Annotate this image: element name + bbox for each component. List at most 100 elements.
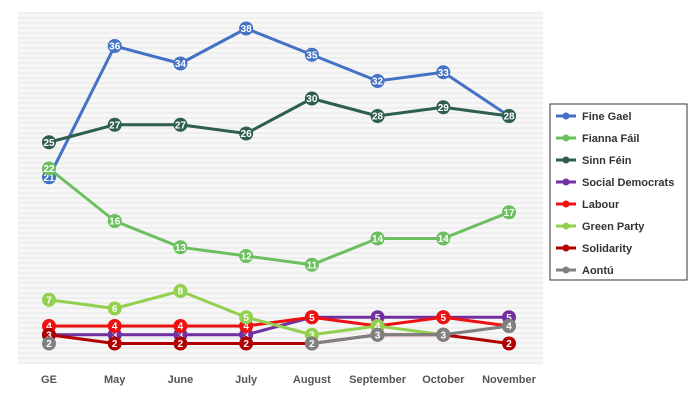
- data-point: [304, 336, 319, 351]
- data-label: 5: [441, 313, 447, 324]
- data-label: 4: [178, 322, 184, 333]
- data-label: 6: [112, 304, 118, 315]
- data-point: [436, 327, 451, 342]
- data-point: [502, 319, 516, 333]
- data-label: 2: [309, 339, 315, 350]
- data-point: [436, 65, 451, 80]
- series-line: [49, 315, 510, 328]
- data-label: 3: [243, 330, 249, 341]
- data-point: [173, 56, 188, 71]
- series-1: 22 16 13 12 11 14 14 17: [42, 161, 516, 272]
- data-label: 4: [46, 322, 52, 333]
- data-point: [436, 100, 451, 115]
- data-label: 25: [43, 138, 55, 149]
- x-tick-label: June: [168, 374, 194, 386]
- data-point: [107, 336, 122, 351]
- data-point: [239, 21, 254, 36]
- gridlines: [18, 12, 543, 364]
- x-tick-label: May: [104, 374, 126, 386]
- data-label: 13: [175, 243, 187, 254]
- data-label: 2: [243, 339, 249, 350]
- data-label: 4: [506, 322, 512, 333]
- data-point: [239, 249, 254, 263]
- data-point: [502, 205, 516, 220]
- data-label: 35: [306, 50, 318, 61]
- data-label: 36: [109, 42, 121, 53]
- series-2: 25 27 27 26 30 28 29 28: [42, 91, 516, 150]
- legend-swatch-marker: [562, 156, 570, 164]
- data-point: [173, 336, 188, 351]
- data-point: [436, 310, 451, 325]
- data-label: 7: [46, 295, 52, 306]
- data-point: [370, 231, 385, 246]
- data-label: 2: [178, 339, 184, 350]
- legend-label: Social Democrats: [582, 177, 674, 189]
- legend-box: [549, 103, 688, 281]
- legend-swatch-marker: [562, 266, 570, 274]
- data-label: 32: [372, 77, 384, 88]
- data-label: 21: [43, 173, 55, 184]
- data-point: [370, 74, 385, 88]
- legend-swatch-marker: [562, 222, 570, 230]
- data-label: 4: [375, 322, 381, 333]
- legend-label: Solidarity: [582, 243, 633, 255]
- legend-label: Green Party: [582, 221, 645, 233]
- data-label: 16: [109, 217, 121, 228]
- x-tick-label: July: [235, 374, 258, 386]
- data-label: 29: [438, 103, 450, 114]
- data-label: 26: [241, 129, 253, 140]
- data-label: 28: [372, 112, 384, 123]
- data-label: 34: [175, 59, 187, 70]
- data-label: 3: [309, 330, 315, 341]
- data-label: 5: [506, 313, 512, 324]
- data-point: [370, 109, 385, 123]
- data-point: [107, 301, 122, 316]
- data-label: 12: [241, 252, 253, 263]
- data-point: [107, 214, 122, 228]
- data-point: [107, 39, 122, 53]
- series-7: 2 23 34: [42, 319, 516, 351]
- series-line: [48, 167, 510, 267]
- legend-label: Fine Gael: [582, 111, 632, 123]
- legend-label: Fianna Fáil: [582, 133, 639, 145]
- data-point: [239, 336, 254, 351]
- data-label: 17: [503, 208, 515, 219]
- legend-swatch-marker: [562, 178, 570, 186]
- data-label: 3: [441, 330, 447, 341]
- data-label: 8: [178, 287, 184, 298]
- data-point: [107, 319, 122, 333]
- data-label: 3: [375, 330, 381, 341]
- series-line: [47, 27, 510, 178]
- data-label: 5: [375, 313, 381, 324]
- data-point: [42, 292, 56, 307]
- legend-label: Sinn Féin: [582, 155, 632, 167]
- series-line: [48, 97, 510, 144]
- data-point: [502, 109, 516, 123]
- data-point: [304, 91, 319, 106]
- data-label: 3: [112, 330, 118, 341]
- data-label: 11: [307, 260, 318, 271]
- data-point: [42, 336, 56, 351]
- x-tick-label: October: [422, 374, 465, 386]
- legend-item: Labour: [556, 199, 620, 211]
- legend: Fine Gael Fianna Fáil Sinn Féin Social Demo…: [549, 103, 688, 281]
- legend-item: Fine Gael: [556, 111, 632, 123]
- data-label: 27: [175, 120, 187, 131]
- data-point: [239, 310, 254, 325]
- data-point: [173, 319, 188, 333]
- data-label: 38: [241, 24, 253, 35]
- legend-item: Sinn Féin: [556, 155, 632, 167]
- series-lines: 2136343835323328221613121114141725272726…: [42, 21, 516, 351]
- data-point: [42, 161, 56, 176]
- data-point: [107, 117, 122, 132]
- data-label: 2: [46, 339, 52, 350]
- data-label: 5: [243, 313, 249, 324]
- legend-label: Labour: [582, 199, 620, 211]
- x-tick-label: GE: [41, 374, 57, 386]
- data-label: 14: [438, 234, 450, 245]
- data-point: [239, 126, 254, 141]
- legend-item: Solidarity: [556, 243, 633, 255]
- data-point: [304, 257, 319, 272]
